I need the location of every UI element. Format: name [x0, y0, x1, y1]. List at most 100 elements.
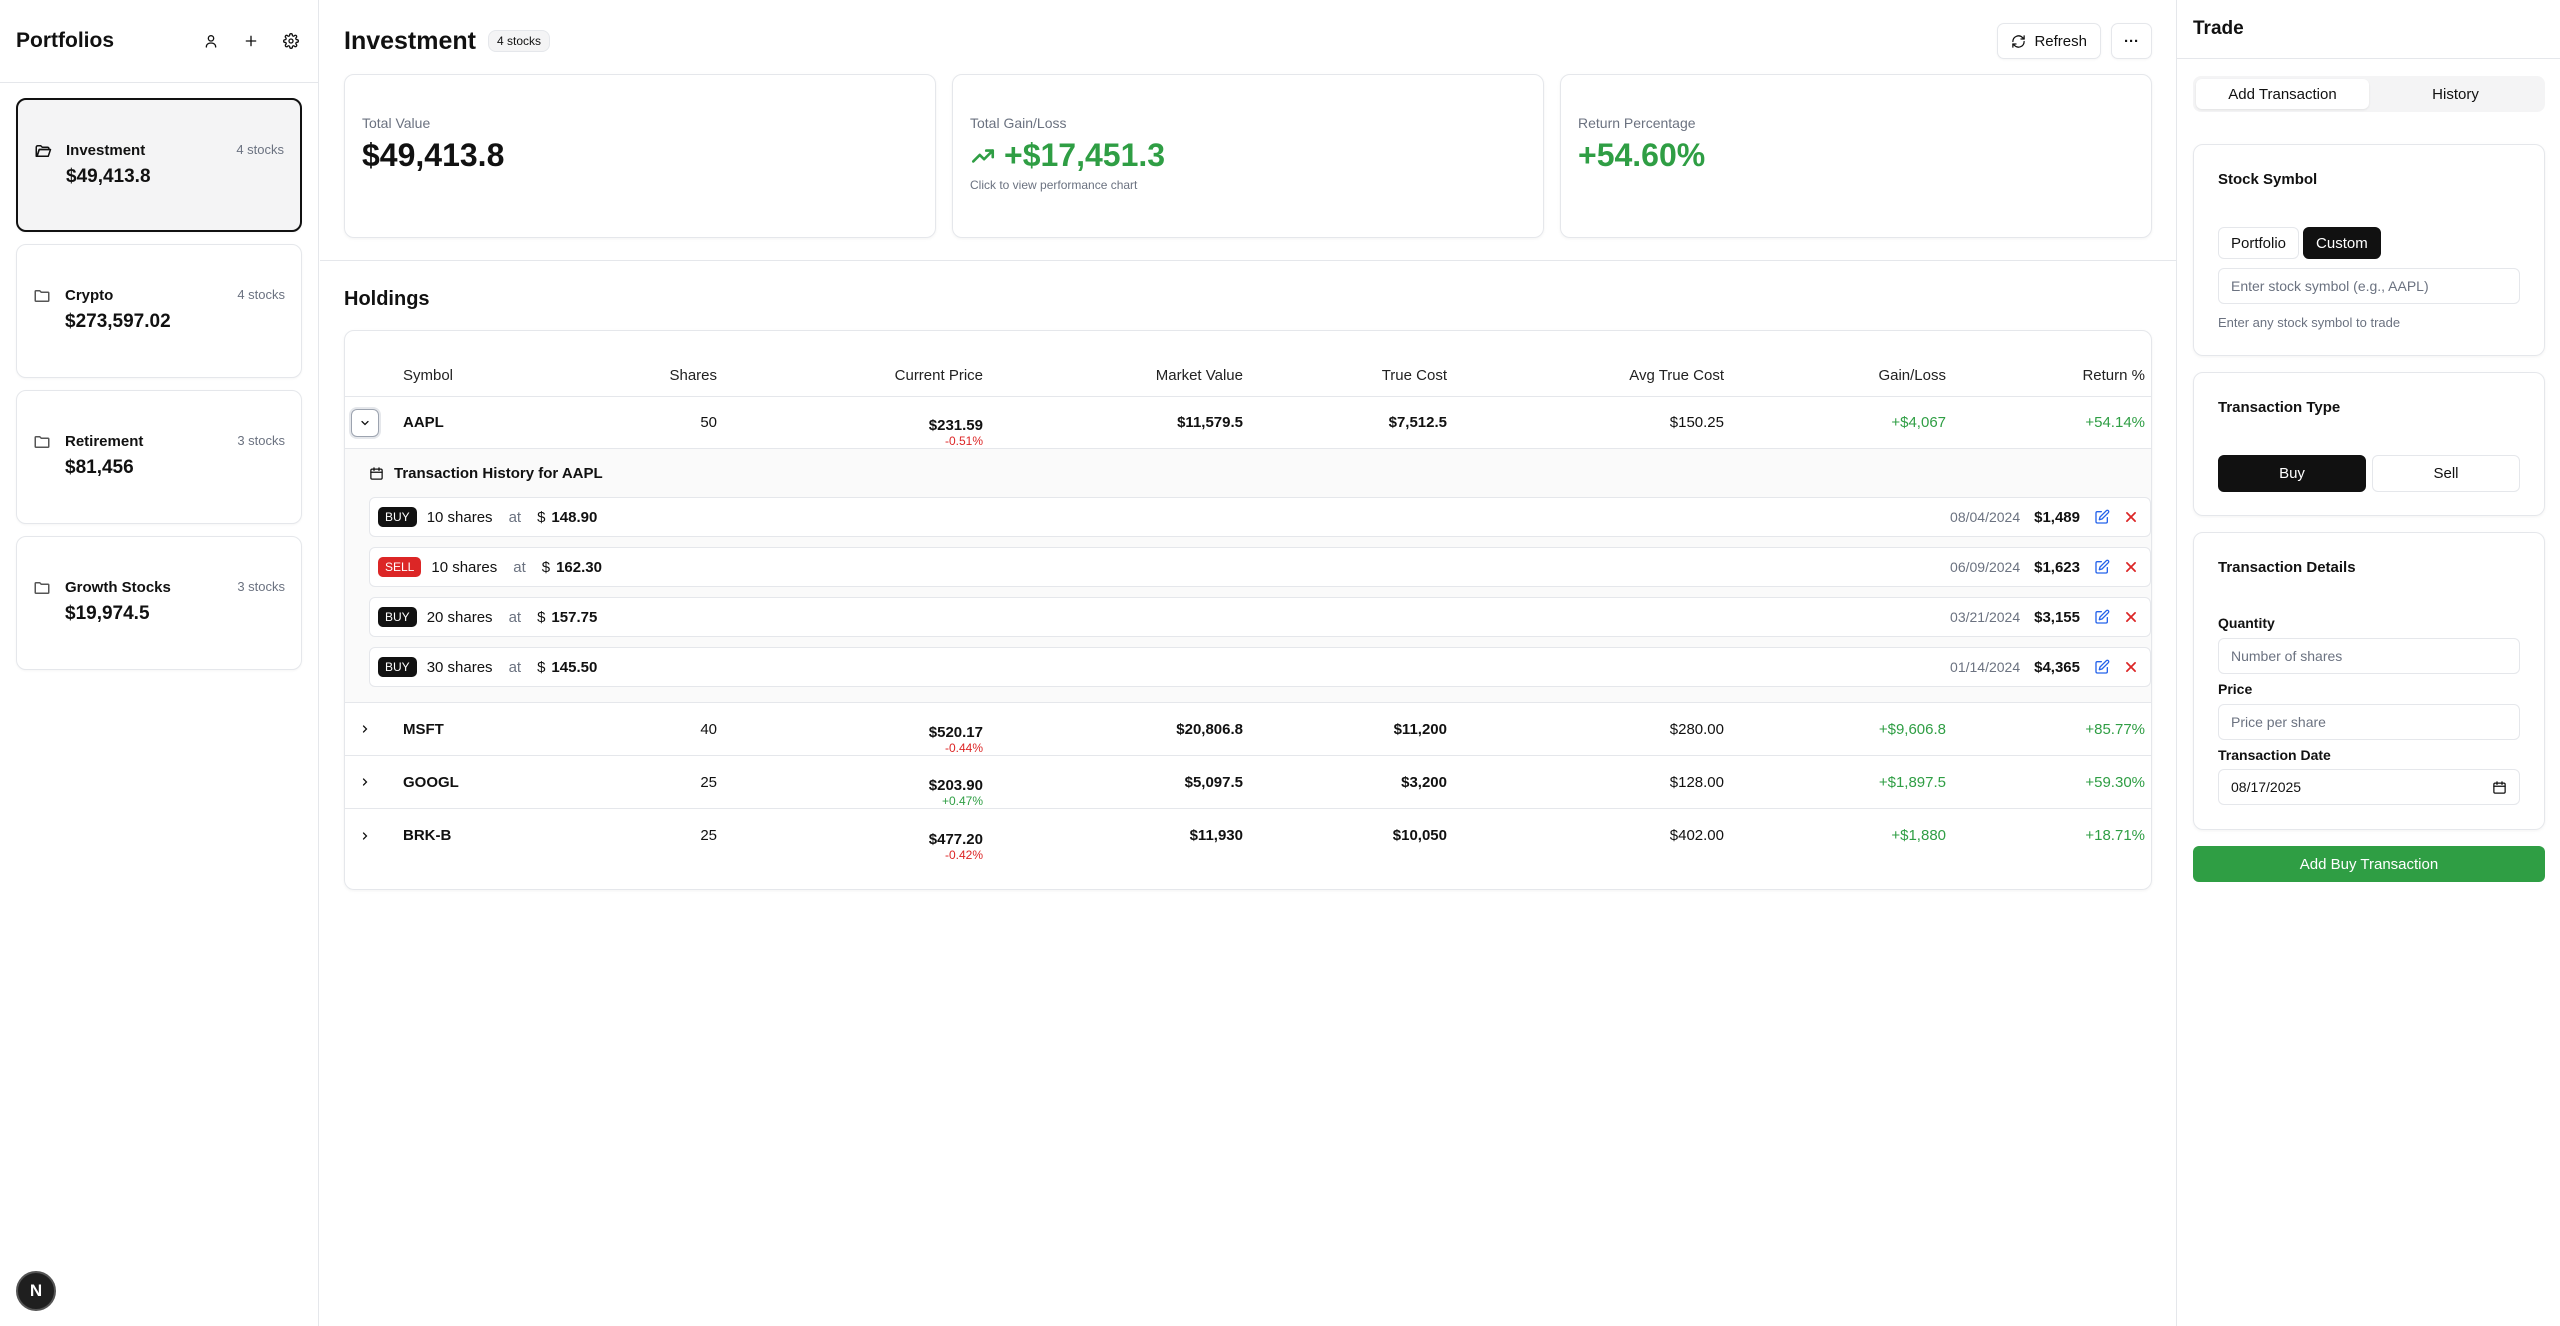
sidebar-actions	[196, 26, 306, 56]
collapse-button[interactable]	[351, 408, 379, 437]
refresh-button[interactable]: Refresh	[1997, 23, 2101, 59]
portfolio-count: 4 stocks	[237, 287, 285, 302]
stock-symbol-card: Stock Symbol Portfolio Custom Enter any …	[2193, 144, 2545, 356]
txn-shares: 10 shares	[426, 508, 493, 526]
more-options-button[interactable]: ···	[2111, 23, 2152, 59]
calendar-icon	[2493, 780, 2506, 794]
transaction-row: BUY 30 shares at $ 145.50 01/14/2024 $4,…	[369, 647, 2151, 687]
price-cell: $520.17 -0.44%	[929, 703, 983, 755]
txn-history-title: Transaction History for AAPL	[369, 465, 603, 482]
txn-date: 03/21/2024	[1950, 609, 2021, 625]
current-price: $520.17	[928, 724, 983, 742]
txn-total: $3,155	[2034, 608, 2080, 626]
performance-chart-hint: Click to view performance chart	[970, 178, 1138, 192]
return-cell: +18.71%	[2085, 827, 2145, 844]
page-title: Investment	[344, 26, 476, 55]
portfolio-value: $19,974.5	[65, 603, 150, 624]
total-gain-card[interactable]: Total Gain/Loss +$17,451.3 Click to view…	[952, 74, 1544, 238]
txn-meta: 08/04/2024 $1,489	[1950, 498, 2138, 536]
portfolio-card-investment[interactable]: Investment 4 stocks $49,413.8	[16, 98, 302, 232]
expand-button[interactable]	[351, 715, 379, 743]
plus-icon	[245, 35, 257, 47]
card-title: Transaction Type	[2218, 399, 2341, 416]
price-input[interactable]	[2218, 704, 2520, 740]
transaction-date-input[interactable]: 08/17/2025	[2218, 769, 2520, 805]
sell-button[interactable]: Sell	[2372, 455, 2520, 492]
close-icon[interactable]	[2124, 510, 2138, 524]
settings-button[interactable]	[276, 26, 306, 56]
portfolio-card-growth-stocks[interactable]: Growth Stocks 3 stocks $19,974.5	[16, 536, 302, 670]
col-market-value: Market Value	[1155, 367, 1243, 384]
symbol-cell: MSFT	[403, 720, 444, 738]
table-row[interactable]: MSFT 40 $520.17 -0.44% $20,806.8 $11,200…	[345, 703, 2151, 756]
symbol-cell: AAPL	[403, 414, 444, 431]
quantity-input[interactable]	[2218, 638, 2520, 674]
symbol-source-toggle: Portfolio Custom	[2218, 227, 2381, 259]
add-portfolio-button[interactable]	[236, 26, 266, 56]
total-gain: +$17,451.3	[1004, 137, 1166, 173]
date-label: Transaction Date	[2218, 747, 2331, 763]
edit-icon[interactable]	[2094, 509, 2110, 525]
folder-open-icon	[35, 145, 52, 157]
portfolio-value: $81,456	[65, 457, 134, 478]
txn-type-badge: BUY	[378, 507, 417, 527]
col-avg-true-cost: Avg True Cost	[1629, 367, 1724, 384]
edit-icon[interactable]	[2094, 609, 2110, 625]
add-buy-transaction-button[interactable]: Add Buy Transaction	[2193, 846, 2545, 882]
transaction-row: BUY 20 shares at $ 157.75 03/21/2024 $3,…	[369, 597, 2151, 637]
txn-price: 148.90	[551, 508, 598, 526]
portfolio-card-crypto[interactable]: Crypto 4 stocks $273,597.02	[16, 244, 302, 378]
user-button[interactable]	[196, 26, 226, 56]
edit-icon[interactable]	[2094, 659, 2110, 675]
market-value-cell: $5,097.5	[1184, 773, 1243, 791]
close-icon[interactable]	[2124, 610, 2138, 624]
symbol-hint: Enter any stock symbol to trade	[2218, 315, 2401, 330]
chevron-right-icon	[362, 778, 368, 786]
user-icon	[205, 35, 217, 48]
expand-button[interactable]	[351, 822, 379, 850]
gear-icon	[283, 33, 299, 49]
price-label: Price	[2218, 681, 2253, 697]
txn-at: at	[508, 608, 522, 626]
shares-cell: 25	[700, 827, 717, 844]
return-percentage-card: Return Percentage +54.60%	[1560, 74, 2152, 238]
table-row[interactable]: AAPL 50 $231.59 -0.51% $11,579.5 $7,512.…	[345, 397, 2151, 449]
stock-symbol-input[interactable]	[2218, 268, 2520, 304]
sidebar: Portfolios Investment 4 stocks $49,413.8…	[0, 0, 319, 1326]
portfolio-value: $49,413.8	[66, 166, 151, 187]
txn-price: 162.30	[556, 558, 602, 576]
transaction-type-card: Transaction Type Buy Sell	[2193, 372, 2545, 516]
portfolio-card-retirement[interactable]: Retirement 3 stocks $81,456	[16, 390, 302, 524]
price-change: -0.51%	[944, 433, 983, 448]
shares-cell: 40	[700, 720, 717, 738]
txn-currency: $	[537, 508, 546, 526]
gain-cell: +$9,606.8	[1878, 720, 1946, 738]
tab-history[interactable]: History	[2432, 85, 2479, 103]
txn-currency: $	[537, 658, 546, 676]
transaction-row: BUY 10 shares at $ 148.90 08/04/2024 $1,…	[369, 497, 2151, 537]
chevron-right-icon	[362, 725, 368, 733]
portfolio-source-button[interactable]: Portfolio	[2218, 227, 2300, 259]
chevron-down-icon	[361, 420, 369, 425]
table-row[interactable]: BRK-B 25 $477.20 -0.42% $11,930 $10,050 …	[345, 809, 2151, 862]
edit-icon[interactable]	[2094, 559, 2110, 575]
custom-source-button[interactable]: Custom	[2303, 227, 2381, 259]
txn-shares: 20 shares	[426, 608, 493, 626]
next-dev-badge[interactable]: N	[16, 1271, 56, 1311]
close-icon[interactable]	[2124, 660, 2138, 674]
portfolio-count: 4 stocks	[236, 142, 284, 157]
txn-meta: 01/14/2024 $4,365	[1950, 648, 2138, 686]
col-current-price: Current Price	[894, 367, 983, 384]
tab-add-transaction[interactable]: Add Transaction	[2196, 79, 2369, 109]
symbol-cell: BRK-B	[403, 827, 452, 844]
expand-button[interactable]	[351, 768, 379, 796]
txn-at: at	[508, 658, 522, 676]
quantity-label: Quantity	[2218, 615, 2275, 631]
close-icon[interactable]	[2124, 560, 2138, 574]
price-cell: $203.90 +0.47%	[929, 756, 983, 808]
buy-button[interactable]: Buy	[2218, 455, 2366, 492]
main-content: Investment 4 stocks Refresh ··· Total Va…	[320, 0, 2176, 1326]
market-value-cell: $11,930	[1189, 827, 1243, 844]
table-row[interactable]: GOOGL 25 $203.90 +0.47% $5,097.5 $3,200 …	[345, 756, 2151, 809]
header-buttons: Refresh ···	[1997, 23, 2152, 59]
